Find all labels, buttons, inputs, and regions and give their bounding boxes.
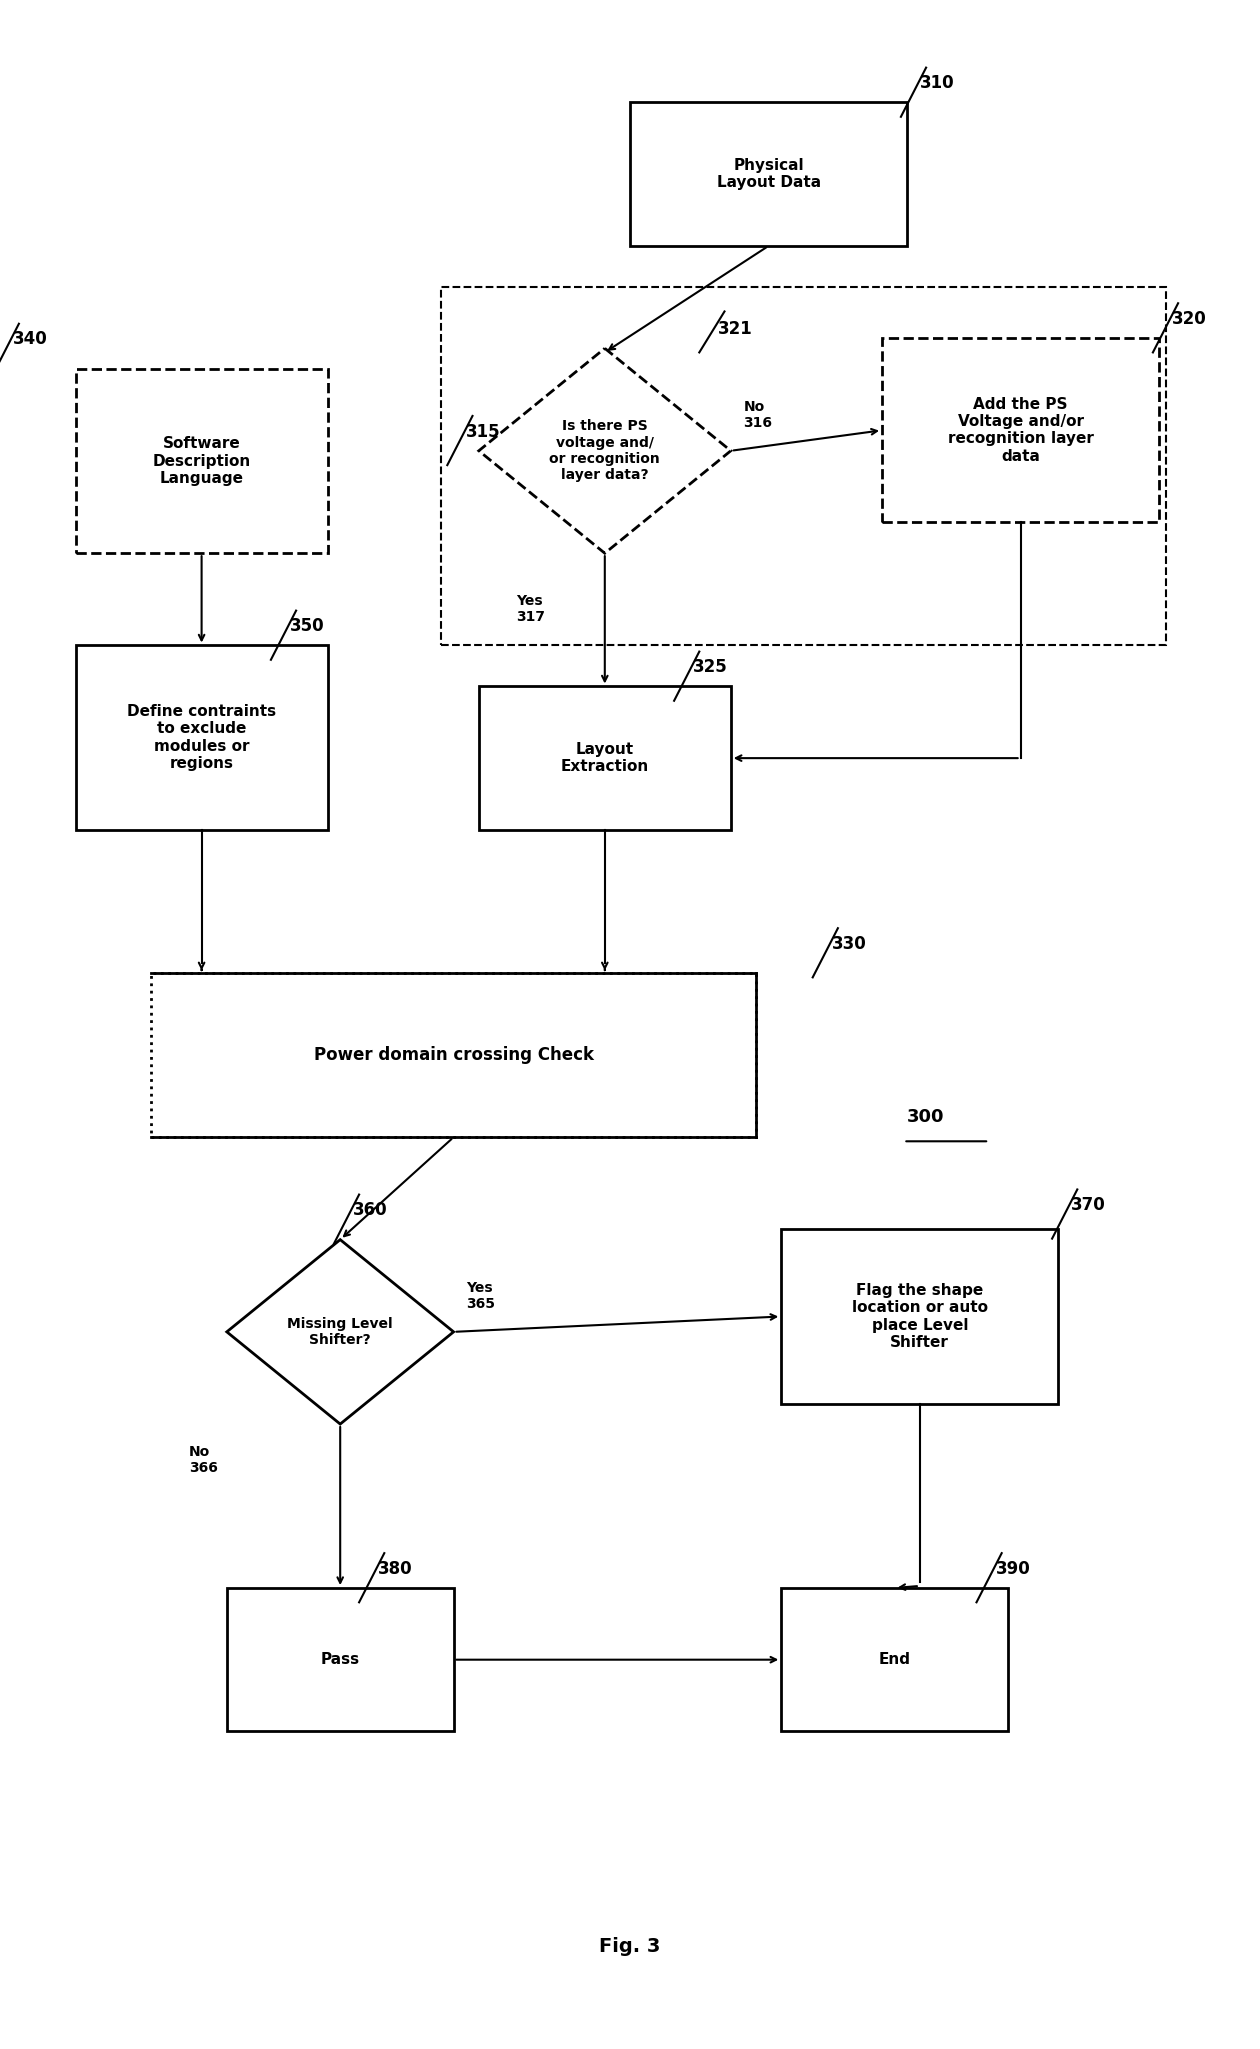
Text: 360: 360 (353, 1201, 387, 1219)
Text: 321: 321 (718, 320, 753, 338)
Text: 370: 370 (1071, 1197, 1106, 1215)
Text: Add the PS
Voltage and/or
recognition layer
data: Add the PS Voltage and/or recognition la… (948, 398, 1094, 463)
Text: Physical
Layout Data: Physical Layout Data (717, 158, 820, 191)
Text: No
316: No 316 (743, 400, 772, 430)
Text: 300: 300 (907, 1109, 945, 1125)
Text: Is there PS
voltage and/
or recognition
layer data?: Is there PS voltage and/ or recognition … (549, 420, 660, 482)
Text: Missing Level
Shifter?: Missing Level Shifter? (287, 1318, 393, 1346)
Text: 325: 325 (693, 658, 728, 676)
FancyBboxPatch shape (479, 686, 731, 830)
Text: 310: 310 (920, 74, 954, 92)
FancyBboxPatch shape (781, 1229, 1058, 1404)
Text: Pass: Pass (320, 1651, 360, 1668)
Text: Yes
317: Yes 317 (517, 594, 546, 625)
Text: Software
Description
Language: Software Description Language (152, 436, 251, 486)
Text: No
366: No 366 (189, 1445, 218, 1475)
FancyBboxPatch shape (76, 645, 328, 830)
Text: 350: 350 (290, 617, 324, 635)
FancyBboxPatch shape (882, 338, 1159, 522)
FancyBboxPatch shape (227, 1588, 454, 1731)
FancyBboxPatch shape (630, 102, 907, 246)
Text: 330: 330 (832, 934, 867, 953)
Polygon shape (227, 1240, 454, 1424)
Text: 315: 315 (466, 422, 500, 441)
Polygon shape (479, 348, 731, 553)
Text: End: End (878, 1651, 911, 1668)
Text: 380: 380 (378, 1559, 412, 1578)
FancyBboxPatch shape (781, 1588, 1008, 1731)
Text: Yes
365: Yes 365 (466, 1281, 495, 1311)
Text: 340: 340 (13, 330, 48, 348)
Text: 320: 320 (1172, 309, 1207, 328)
Text: Power domain crossing Check: Power domain crossing Check (314, 1047, 593, 1063)
Text: Layout
Extraction: Layout Extraction (561, 742, 649, 775)
FancyBboxPatch shape (76, 369, 328, 553)
Text: Define contraints
to exclude
modules or
regions: Define contraints to exclude modules or … (127, 705, 276, 770)
Text: Flag the shape
location or auto
place Level
Shifter: Flag the shape location or auto place Le… (852, 1283, 988, 1350)
FancyBboxPatch shape (151, 973, 756, 1137)
Text: 390: 390 (995, 1559, 1031, 1578)
Text: Fig. 3: Fig. 3 (600, 1936, 660, 1957)
